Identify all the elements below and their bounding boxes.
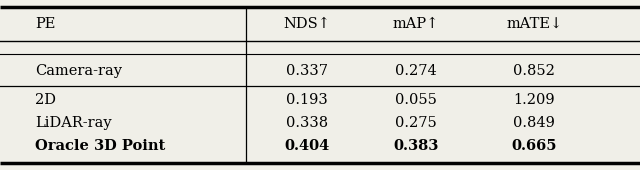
Text: 0.055: 0.055 (395, 93, 437, 107)
Text: 0.849: 0.849 (513, 116, 556, 130)
Text: LiDAR-ray: LiDAR-ray (35, 116, 112, 130)
Text: 0.274: 0.274 (395, 64, 437, 78)
Text: Oracle 3D Point: Oracle 3D Point (35, 139, 166, 153)
Text: 0.338: 0.338 (286, 116, 328, 130)
Text: 0.665: 0.665 (511, 139, 557, 153)
Text: 2D: 2D (35, 93, 56, 107)
Text: 0.404: 0.404 (285, 139, 330, 153)
Text: mAP↑: mAP↑ (393, 17, 439, 31)
Text: Camera-ray: Camera-ray (35, 64, 122, 78)
Text: 0.193: 0.193 (286, 93, 328, 107)
Text: NDS↑: NDS↑ (284, 17, 331, 31)
Text: 1.209: 1.209 (513, 93, 556, 107)
Text: PE: PE (35, 17, 56, 31)
Text: 0.275: 0.275 (395, 116, 437, 130)
Text: 0.337: 0.337 (286, 64, 328, 78)
Text: 0.852: 0.852 (513, 64, 556, 78)
Text: mATE↓: mATE↓ (506, 17, 563, 31)
Text: 0.383: 0.383 (394, 139, 438, 153)
